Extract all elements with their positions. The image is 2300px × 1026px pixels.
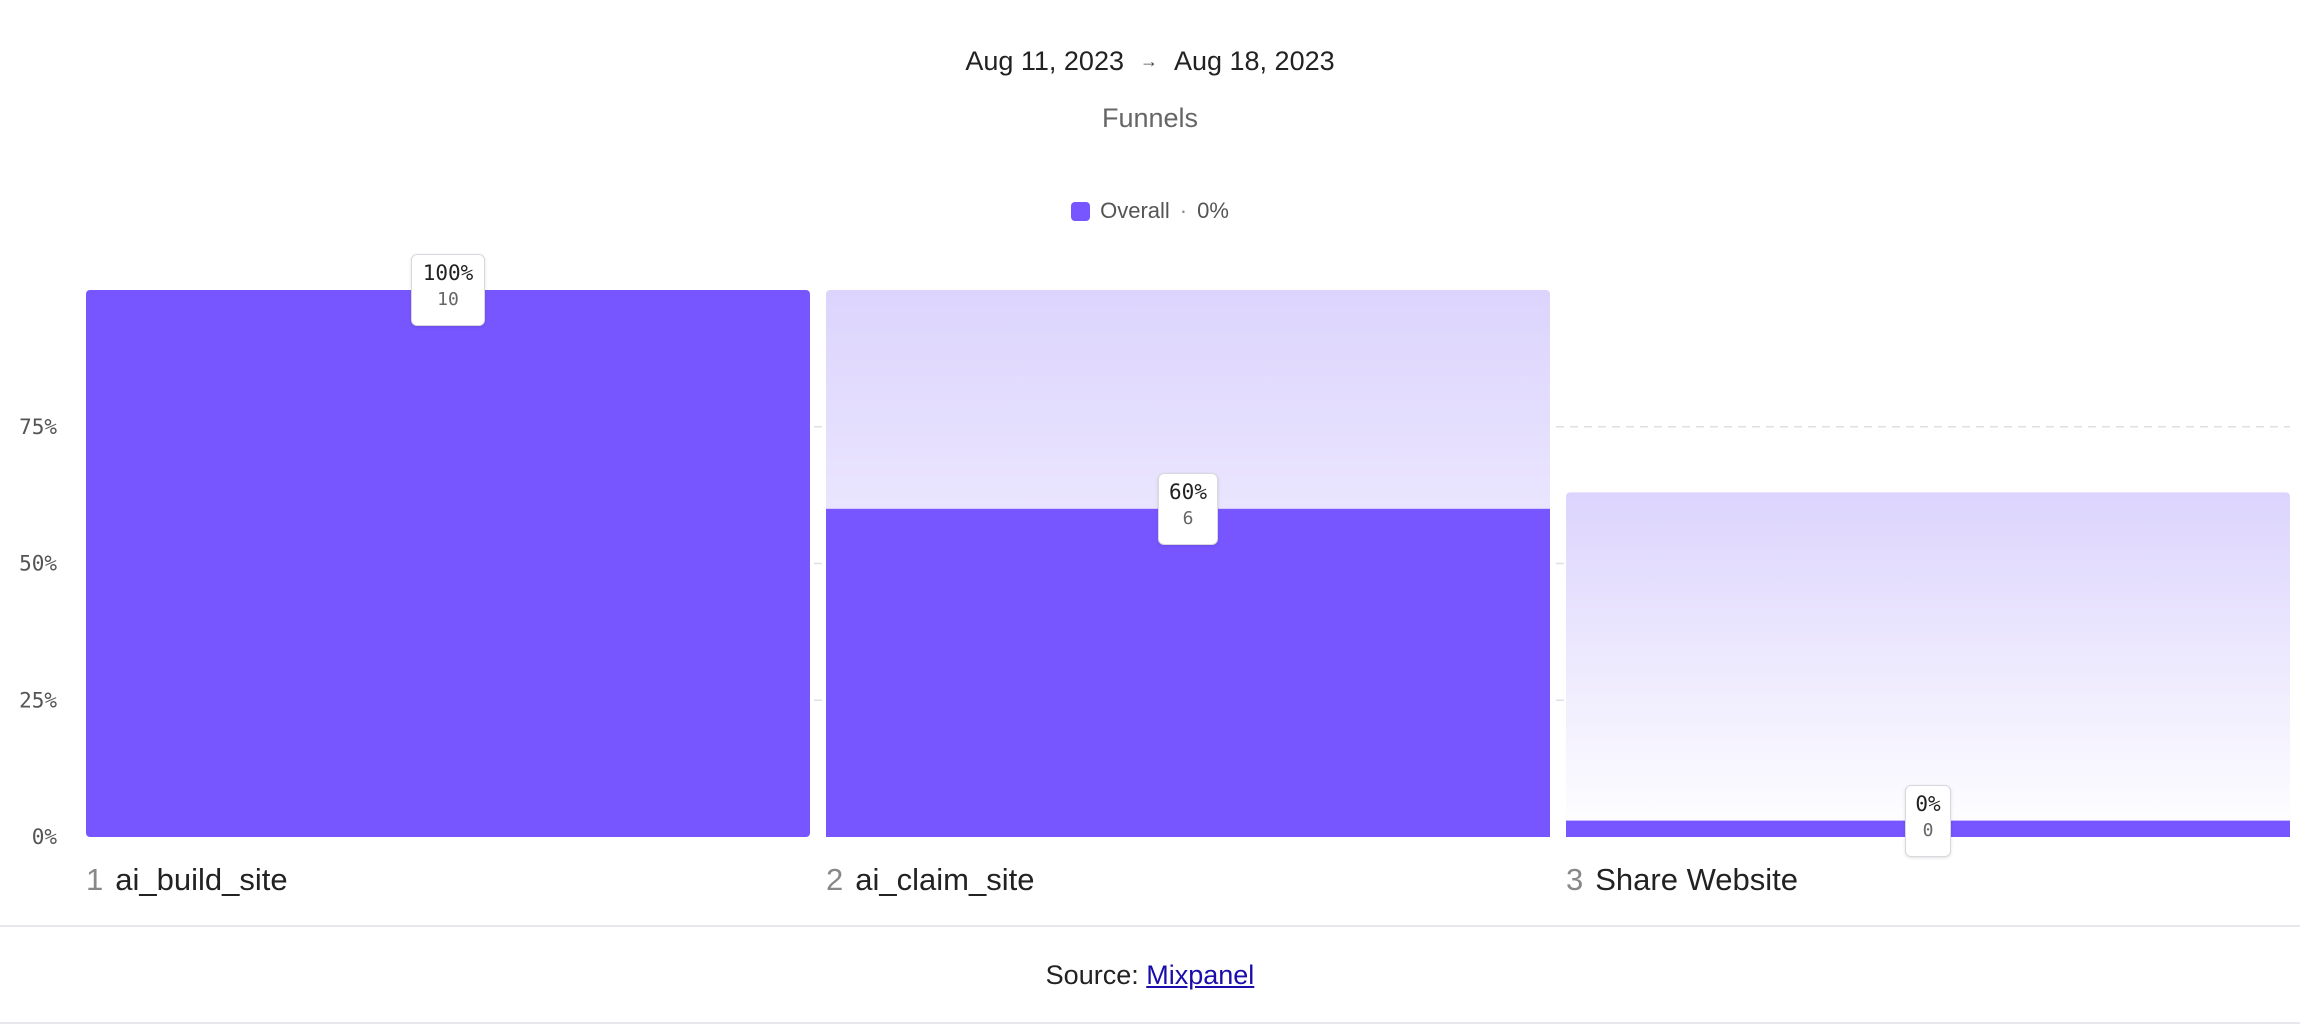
percent-label: 60%: [1169, 479, 1207, 504]
source-prefix: Source:: [1045, 960, 1139, 990]
step-number: 2: [826, 862, 844, 897]
percent-label: 0%: [1915, 791, 1941, 816]
dropoff-bar: [1566, 492, 2290, 837]
y-tick-label: 0%: [32, 825, 58, 849]
step-name: Share Website: [1595, 862, 1799, 897]
legend-separator: ·: [1179, 198, 1188, 223]
value-tooltip: 0% 0: [1905, 784, 1951, 857]
conversion-bar[interactable]: [86, 290, 810, 837]
chart-header: Aug 11, 2023 → Aug 18, 2023 Funnels: [0, 46, 2300, 134]
date-end: Aug 18, 2023: [1173, 46, 1335, 76]
y-tick-label: 25%: [19, 688, 57, 712]
step-label: 3 Share Website: [1566, 862, 1798, 898]
y-axis-ticks: 0% 25% 50% 75%: [19, 415, 57, 849]
chart-subtitle: Funnels: [1101, 103, 1199, 133]
count-label: 6: [1182, 507, 1194, 529]
bars: [86, 290, 2290, 837]
legend-label: Overall: [1100, 198, 1170, 223]
source-link[interactable]: Mixpanel: [1146, 960, 1255, 990]
count-label: 10: [437, 289, 459, 310]
y-tick-label: 75%: [19, 415, 57, 439]
step-name: ai_claim_site: [855, 862, 1035, 897]
funnel-chart: 0% 25% 50% 75%: [19, 290, 2290, 849]
legend-value: 0%: [1197, 198, 1229, 223]
step-number: 1: [86, 862, 104, 897]
legend: Overall · 0%: [0, 198, 2300, 227]
arrow-right-icon: →: [1139, 51, 1158, 71]
legend-item-overall[interactable]: Overall · 0%: [1071, 198, 1229, 224]
count-label: 0: [1922, 819, 1934, 841]
percent-label: 100%: [422, 261, 474, 285]
step-labels: 1 ai_build_site 2 ai_claim_site 3 Share Websi…: [0, 862, 2300, 902]
bottom-divider: [0, 1022, 2300, 1024]
legend-swatch: [1071, 201, 1091, 221]
value-tooltip: 60% 6: [1158, 472, 1218, 545]
value-tooltip: 100% 10: [411, 254, 485, 326]
conversion-bar[interactable]: [826, 508, 1550, 837]
step-name: ai_build_site: [115, 862, 288, 897]
step-label: 2 ai_claim_site: [826, 862, 1034, 898]
step-label: 1 ai_build_site: [86, 862, 288, 898]
date-start: Aug 11, 2023: [965, 46, 1124, 76]
footer: Source: Mixpanel: [0, 960, 2300, 991]
footer-divider: [0, 925, 2300, 927]
y-tick-label: 50%: [19, 552, 57, 576]
step-number: 3: [1566, 862, 1584, 897]
date-range: Aug 11, 2023 → Aug 18, 2023: [965, 46, 1334, 77]
